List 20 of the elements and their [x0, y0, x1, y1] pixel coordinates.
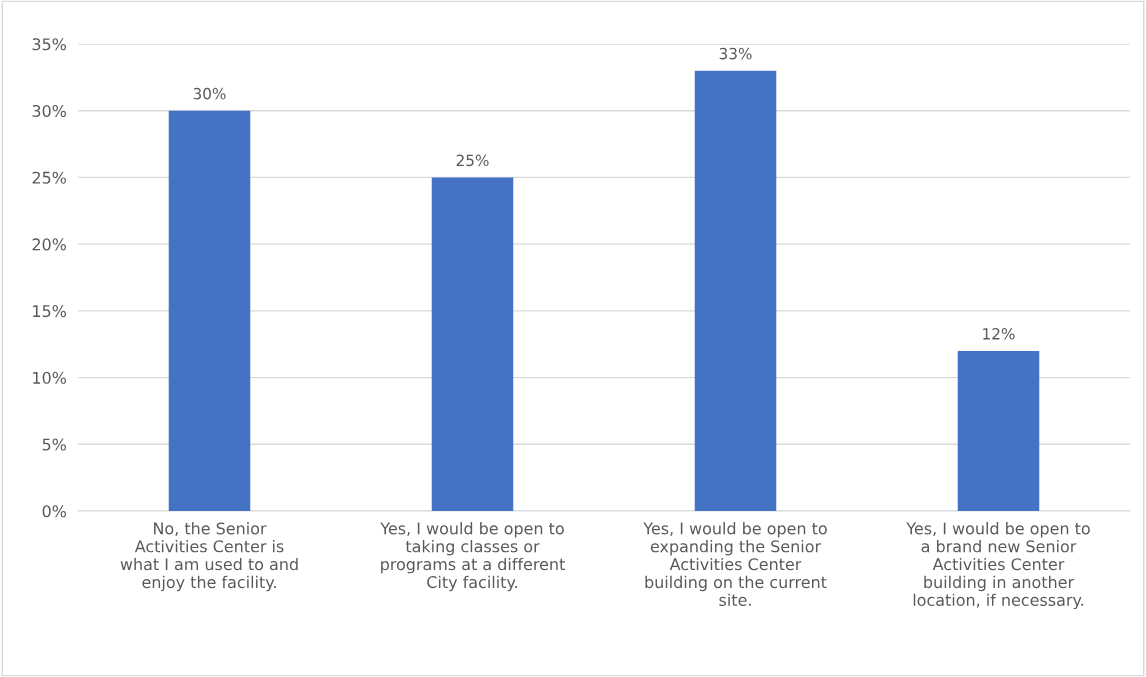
y-tick-label: 15%	[33, 305, 67, 318]
y-tick-label: 10%	[33, 371, 67, 384]
data-label: 25%	[456, 154, 489, 167]
x-tick-label: Yes, I would be open to taking classes or programs at a different City facility.	[380, 522, 565, 592]
y-tick-label: 25%	[32, 171, 67, 184]
data-label: 30%	[193, 87, 226, 100]
y-tick-label: 0%	[42, 505, 67, 518]
y-tick-label: 35%	[32, 38, 67, 51]
y-tick-label: 5%	[42, 438, 67, 451]
bar	[431, 177, 514, 511]
y-tick-label: 20%	[32, 238, 67, 251]
x-tick-label: No, the Senior Activities Center is what I am used to and enjoy the facility.	[120, 522, 298, 592]
data-label: 12%	[983, 328, 1015, 340]
y-tick-label: 30%	[32, 104, 67, 118]
data-label: 33%	[719, 47, 752, 60]
bar	[957, 350, 1040, 511]
x-tick-label: Yes, I would be open to expanding the Senior Activities Center building on the current site.	[643, 522, 827, 607]
bar	[694, 70, 777, 511]
bar	[168, 110, 251, 511]
x-tick-label: Yes, I would be open to a brand new Senior Activities Center building in another location, if necessary.	[906, 522, 1090, 610]
